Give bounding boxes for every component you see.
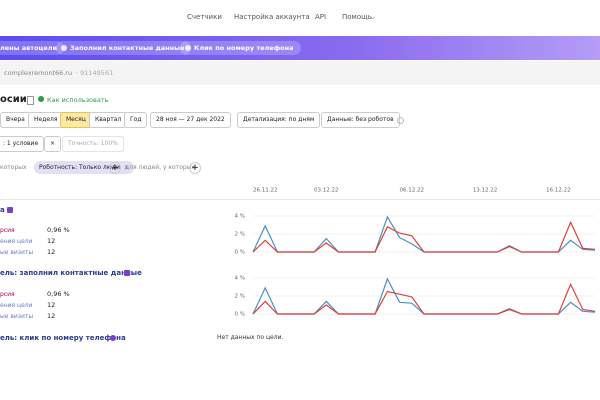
x-tick-label: 06.12.22 <box>400 188 425 194</box>
series-line <box>252 277 596 315</box>
no-data-text: Нет данных по цели. <box>217 334 284 341</box>
series-line <box>252 220 596 253</box>
info-icon <box>397 117 404 124</box>
detail-select[interactable]: Детализация: по дням <box>237 112 321 128</box>
x-tick-label: 13.12.22 <box>473 188 498 194</box>
date-range[interactable]: 28 ноя — 27 дек 2022 <box>150 112 231 128</box>
x-tick-label: 26.11.22 <box>253 188 278 194</box>
divider <box>0 199 600 200</box>
goal-icon <box>110 335 116 341</box>
counter-site: complexremont66.ru <box>4 69 73 77</box>
metric-label: ения цели <box>0 238 33 245</box>
period-button[interactable]: Вчера <box>0 112 31 128</box>
series-line <box>252 215 596 253</box>
counter-bar: complexremont66.ru · 91149561 <box>0 61 600 85</box>
segment-tag-close[interactable]: × <box>123 164 129 171</box>
nav-link[interactable]: API <box>315 13 327 21</box>
metric-label: ые визиты <box>0 249 34 256</box>
segment-text: для людей, у которых <box>125 164 195 171</box>
y-tick-label: 4 % <box>235 214 245 220</box>
banner-pill[interactable]: Заполнил контактные данные <box>56 41 192 55</box>
nav-link[interactable]: Помощь <box>342 13 372 21</box>
segment-tag-text: Роботность: Только люди <box>39 164 120 171</box>
page-title: осии <box>0 94 27 105</box>
goal-name[interactable]: ель: заполнил контактные данные <box>0 269 142 277</box>
banner: лены автоцели Заполнил контактные данные… <box>0 36 600 60</box>
y-tick-label: 4 % <box>235 276 245 282</box>
nav-link[interactable]: Счетчики <box>187 13 222 21</box>
add-button[interactable]: + <box>109 162 121 174</box>
metric-label: ые визиты <box>0 313 34 320</box>
goal-icon <box>7 207 13 213</box>
add-button[interactable]: + <box>189 162 201 174</box>
y-tick-label: 0 % <box>235 312 245 318</box>
dropdown-caret: ⌄ <box>370 13 376 21</box>
y-tick-label: 2 % <box>235 294 245 300</box>
series-line <box>252 282 596 315</box>
metric-value: 12 <box>47 248 56 256</box>
help-icon <box>38 96 44 102</box>
filter-button[interactable]: : 1 условие <box>0 136 45 152</box>
accuracy-select[interactable]: Точность: 100% <box>62 136 124 152</box>
metric-label: рсия <box>0 291 15 298</box>
y-tick-label: 0 % <box>235 250 245 256</box>
metric-value: 12 <box>47 312 56 320</box>
metric-label: рсия <box>0 227 15 234</box>
banner-pill[interactable]: Клик по номеру телефона <box>180 41 301 55</box>
metric-value: 12 <box>47 301 56 309</box>
y-tick-label: 2 % <box>235 232 245 238</box>
metric-value: 0,96 % <box>47 226 70 234</box>
goal-icon <box>124 270 130 276</box>
metric-value: 12 <box>47 237 56 245</box>
nav-link[interactable]: Настройка аккаунта <box>234 13 310 21</box>
goal-name[interactable]: ель: клик по номеру телефона <box>0 334 126 342</box>
goal-name[interactable]: а <box>0 206 5 214</box>
period-button[interactable]: Месяц <box>60 112 92 128</box>
x-tick-label: 16.12.22 <box>546 188 571 194</box>
counter-id: · 91149561 <box>76 69 114 77</box>
metric-label: ения цели <box>0 302 33 309</box>
data-select[interactable]: Данные: без роботов <box>321 112 400 128</box>
filter-clear[interactable]: × <box>44 136 62 152</box>
metric-value: 0,96 % <box>47 290 70 298</box>
banner-pill[interactable]: лены автоцели <box>0 41 65 55</box>
period-button[interactable]: Неделя <box>28 112 64 128</box>
period-button[interactable]: Год <box>124 112 148 128</box>
bookmark-icon[interactable] <box>27 96 34 105</box>
segment-text: которых <box>0 164 27 171</box>
x-tick-label: 03.12.22 <box>314 188 339 194</box>
segment-tag[interactable]: Роботность: Только люди × <box>34 161 134 174</box>
period-button[interactable]: Квартал <box>89 112 128 128</box>
help-link[interactable]: Как использовать <box>47 96 109 104</box>
